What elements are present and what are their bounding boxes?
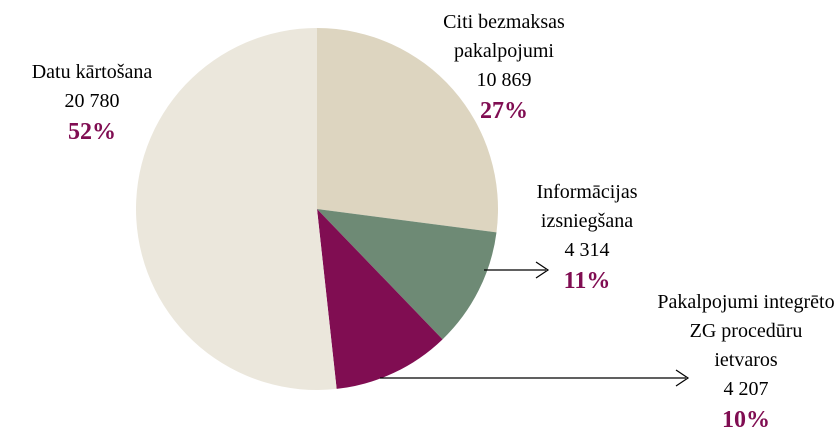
- percent-label: 11%: [563, 268, 611, 294]
- value-label: 20 780: [64, 90, 120, 112]
- value-label: 10 869: [476, 69, 532, 91]
- slice-label: Pakalpojumi integrēto ZG procedūru ietva…: [656, 288, 836, 436]
- pie-slice: [317, 209, 443, 389]
- slice-label: Informācijas izsniegšana 4 314 11%: [522, 178, 652, 297]
- arrow-head: [535, 261, 550, 279]
- pie-slice: [136, 28, 337, 390]
- percent-label: 52%: [68, 119, 116, 145]
- pie: [136, 28, 499, 390]
- value-label: 4 207: [723, 378, 769, 400]
- slice-label: Datu kārtošana 20 780 52%: [2, 58, 182, 148]
- pie-slice: [317, 209, 497, 340]
- arrow-head: [675, 369, 690, 387]
- value-label: 4 314: [564, 239, 610, 261]
- pie-slice: [317, 28, 499, 233]
- slice-label: Citi bezmaksas pakalpojumi 10 869 27%: [419, 8, 589, 127]
- category-label: Datu kārtošana: [31, 61, 153, 83]
- category-label: Pakalpojumi integrēto ZG procedūru ietva…: [657, 291, 835, 371]
- category-label: Citi bezmaksas pakalpojumi: [443, 11, 565, 62]
- category-label: Informācijas izsniegšana: [536, 181, 638, 232]
- percent-label: 27%: [480, 98, 528, 124]
- percent-label: 10%: [722, 407, 770, 433]
